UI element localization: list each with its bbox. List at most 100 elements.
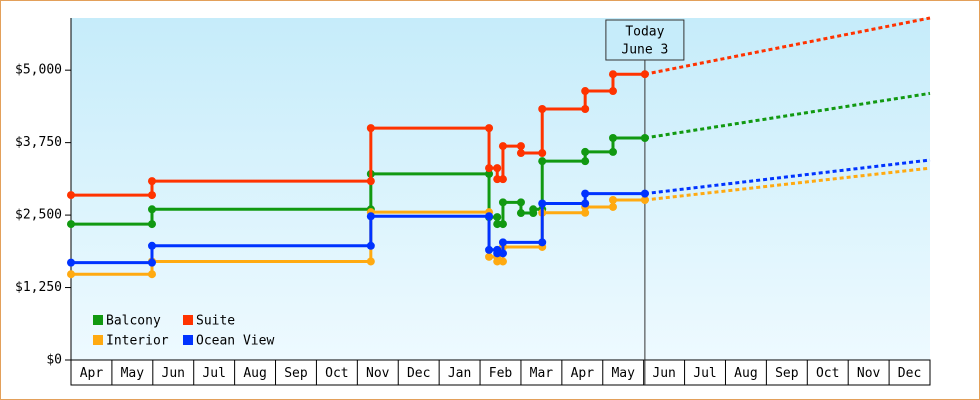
x-tick-label: Dec	[898, 366, 921, 381]
data-point	[538, 157, 547, 166]
data-point	[67, 258, 75, 267]
data-point	[608, 133, 617, 142]
data-point	[516, 149, 525, 158]
data-point	[498, 142, 507, 151]
data-point	[640, 70, 649, 79]
data-point	[581, 199, 590, 208]
data-point	[608, 196, 617, 205]
data-point	[581, 147, 590, 156]
data-point	[485, 212, 494, 221]
x-tick-label: Jul	[202, 366, 225, 381]
y-tick-label: $1,250	[15, 280, 62, 295]
data-point	[608, 87, 617, 96]
data-point	[366, 124, 375, 133]
x-tick-label: Jul	[693, 366, 716, 381]
data-point	[493, 249, 502, 258]
data-point	[147, 220, 156, 229]
x-tick-label: Feb	[489, 366, 513, 381]
data-point	[608, 147, 617, 156]
x-axis-band	[70, 359, 931, 386]
legend-swatch	[183, 315, 193, 325]
data-point	[366, 212, 375, 221]
legend-swatch	[93, 315, 103, 325]
data-point	[538, 105, 547, 114]
data-point	[640, 196, 649, 205]
data-point	[538, 149, 547, 158]
data-point	[67, 270, 75, 279]
x-tick-label: Apr	[571, 366, 595, 381]
annotation-text: Today	[625, 25, 664, 40]
x-tick-label: Apr	[80, 366, 104, 381]
data-point	[608, 202, 617, 211]
data-point	[485, 164, 494, 173]
plot-area	[71, 18, 930, 360]
data-point	[493, 220, 502, 229]
annotation-box	[605, 19, 685, 61]
data-point	[147, 270, 156, 279]
y-tick-label: $3,750	[15, 135, 62, 150]
y-tick-label: $2,500	[15, 208, 62, 223]
forecast-line	[644, 91, 931, 140]
legend-label: Interior	[106, 334, 169, 349]
data-point	[485, 245, 494, 254]
data-point	[366, 177, 375, 186]
data-point	[498, 249, 507, 258]
data-point	[581, 189, 590, 198]
x-tick-label: Nov	[366, 366, 390, 381]
data-point	[147, 205, 156, 214]
x-tick-label: Aug	[243, 366, 266, 381]
data-point	[529, 205, 538, 214]
forecast-line	[644, 166, 931, 202]
data-point	[67, 220, 75, 229]
x-tick-label: Aug	[734, 366, 757, 381]
data-point	[493, 175, 502, 184]
data-point	[493, 257, 502, 266]
legend-label: Ocean View	[196, 334, 274, 349]
y-tick-label: $0	[46, 353, 62, 368]
x-tick-label: Nov	[857, 366, 881, 381]
data-point	[366, 241, 375, 250]
data-point	[538, 199, 547, 208]
x-tick-label: Sep	[775, 366, 799, 381]
x-tick-label: May	[611, 366, 635, 381]
x-tick-label: Sep	[284, 366, 308, 381]
x-tick-label: Dec	[407, 366, 430, 381]
data-point	[366, 257, 375, 266]
data-point	[516, 209, 525, 218]
data-point	[485, 124, 494, 133]
series-line	[71, 136, 645, 226]
x-tick-label: May	[121, 366, 145, 381]
x-tick-label: Oct	[816, 366, 839, 381]
data-point	[147, 258, 156, 267]
data-point	[581, 208, 590, 217]
data-point	[498, 257, 507, 266]
x-tick-label: Jun	[652, 366, 675, 381]
data-point	[581, 105, 590, 114]
data-point	[147, 177, 156, 186]
data-point	[498, 175, 507, 184]
x-tick-label: Jun	[162, 366, 185, 381]
x-tick-label: Mar	[530, 366, 554, 381]
y-tick-label: $5,000	[15, 63, 62, 78]
data-point	[67, 191, 75, 200]
data-point	[581, 157, 590, 166]
legend-swatch	[93, 335, 103, 345]
x-tick-label: Oct	[325, 366, 348, 381]
data-point	[485, 252, 494, 261]
legend-swatch	[183, 335, 193, 345]
data-point	[498, 238, 507, 247]
data-point	[640, 133, 649, 142]
x-tick-label: Jan	[448, 366, 471, 381]
forecast-line	[644, 158, 931, 196]
data-point	[493, 213, 502, 222]
data-point	[485, 169, 494, 178]
legend-label: Balcony	[106, 314, 161, 329]
data-point	[147, 191, 156, 200]
data-point	[516, 198, 525, 207]
data-point	[498, 198, 507, 207]
data-point	[581, 87, 590, 96]
data-point	[608, 70, 617, 79]
data-point	[147, 241, 156, 250]
annotation-text: June 3	[621, 43, 668, 58]
